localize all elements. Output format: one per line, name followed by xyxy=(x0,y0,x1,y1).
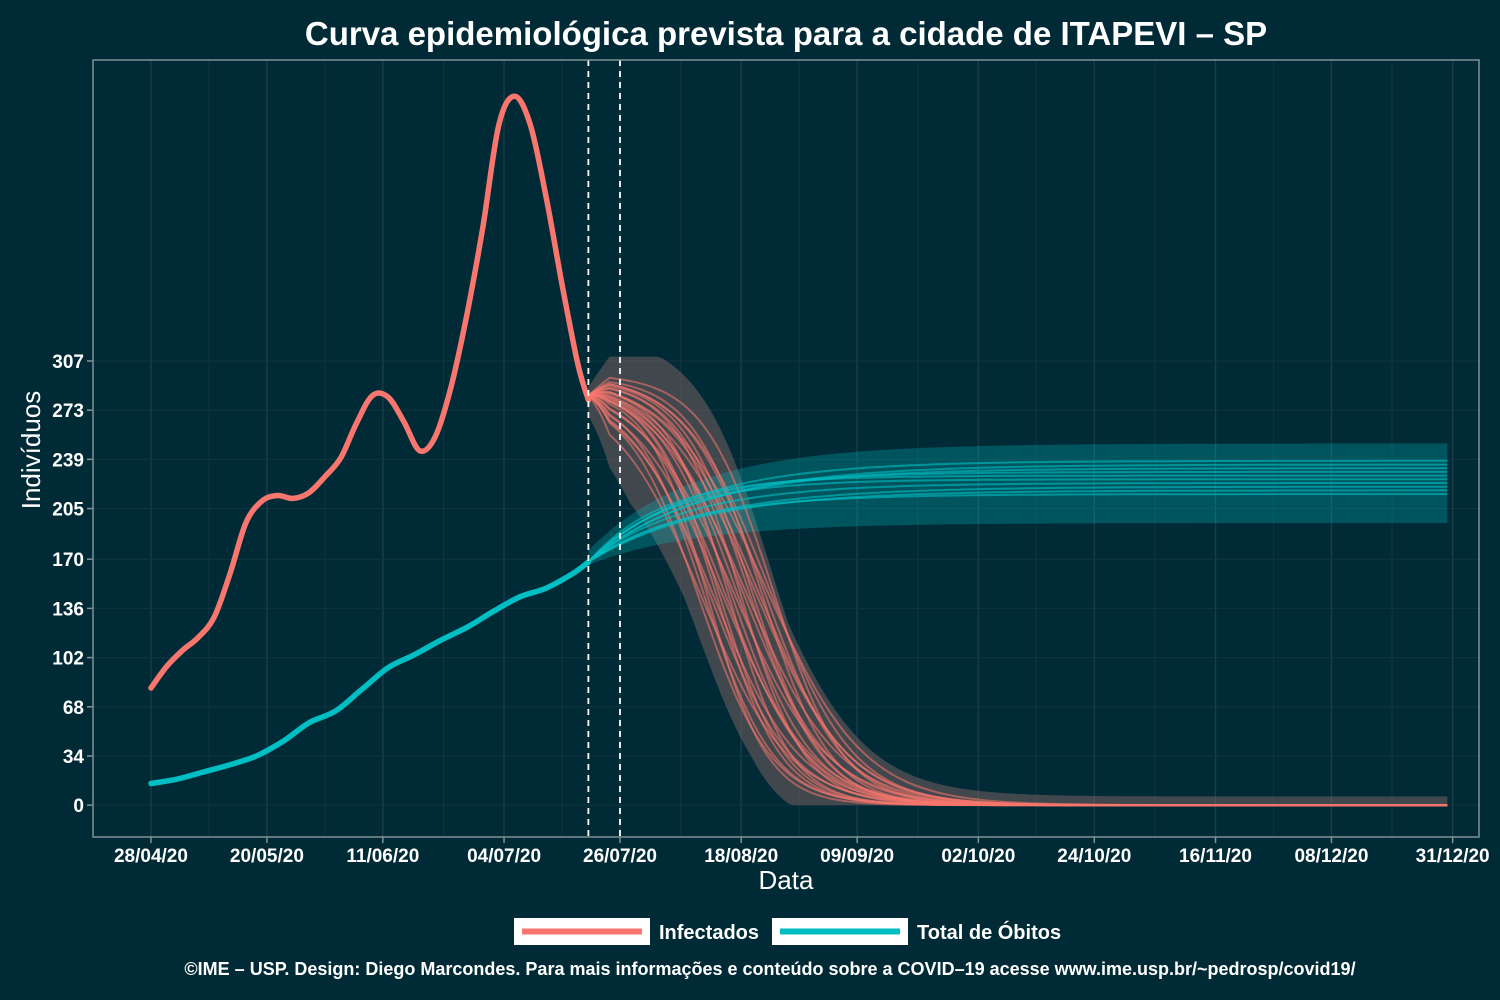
projection-lines xyxy=(587,376,1448,807)
x-tick-label: 11/06/20 xyxy=(346,846,419,867)
x-tick-label: 24/10/20 xyxy=(1057,846,1131,867)
x-tick-label: 08/12/20 xyxy=(1294,846,1368,867)
x-tick-label: 09/09/20 xyxy=(820,846,894,867)
x-tick-label: 28/04/20 xyxy=(114,846,188,867)
observed-series xyxy=(148,93,592,787)
caption: ©IME – USP. Design: Diego Marcondes. Par… xyxy=(184,959,1355,979)
y-tick-label: 170 xyxy=(52,550,84,571)
deaths-projection-line xyxy=(587,463,1448,563)
deaths-projection-line xyxy=(587,489,1448,563)
legend: Infectados Total de Óbitos xyxy=(514,918,1061,945)
infected-projection-line xyxy=(587,376,1448,807)
x-tick-label: 04/07/20 xyxy=(467,846,541,867)
deaths-observed-line xyxy=(148,559,592,787)
deaths-projection-line xyxy=(587,459,1448,563)
date-markers xyxy=(587,60,621,837)
y-axis-ticks: 0 34 68 102 136 170 205 239 273 307 xyxy=(52,352,93,817)
y-tick-label: 34 xyxy=(63,747,85,768)
x-axis-ticks: 28/04/20 20/05/20 11/06/20 04/07/20 26/07/20… xyxy=(114,837,1490,867)
x-tick-label: 18/08/20 xyxy=(704,846,778,867)
x-axis-title: Data xyxy=(759,865,814,895)
x-tick-label: 26/07/20 xyxy=(583,846,657,867)
y-tick-label: 0 xyxy=(73,796,84,817)
y-tick-label: 205 xyxy=(52,500,84,521)
y-tick-label: 239 xyxy=(52,450,84,471)
deaths-projection-line xyxy=(587,470,1448,563)
y-tick-label: 68 xyxy=(63,698,84,719)
plot-frame xyxy=(92,59,1480,838)
x-tick-label: 02/10/20 xyxy=(941,846,1015,867)
deaths-projection-line xyxy=(587,482,1448,563)
x-tick-label: 16/11/20 xyxy=(1179,846,1252,867)
y-axis-title: Indivíduos xyxy=(16,391,46,510)
chart-title: Curva epidemiológica prevista para a cid… xyxy=(305,15,1267,52)
legend-label: Infectados xyxy=(659,922,759,944)
y-tick-label: 307 xyxy=(52,352,84,373)
x-tick-label: 20/05/20 xyxy=(230,846,304,867)
infected-observed-line xyxy=(148,93,592,691)
x-tick-label: 31/12/20 xyxy=(1416,846,1490,867)
y-tick-label: 136 xyxy=(52,599,84,620)
deaths-projection-line xyxy=(587,474,1448,563)
y-tick-label: 102 xyxy=(52,649,84,670)
y-tick-label: 273 xyxy=(52,401,84,422)
deaths-projection-line xyxy=(587,485,1448,563)
legend-label: Total de Óbitos xyxy=(917,920,1061,944)
